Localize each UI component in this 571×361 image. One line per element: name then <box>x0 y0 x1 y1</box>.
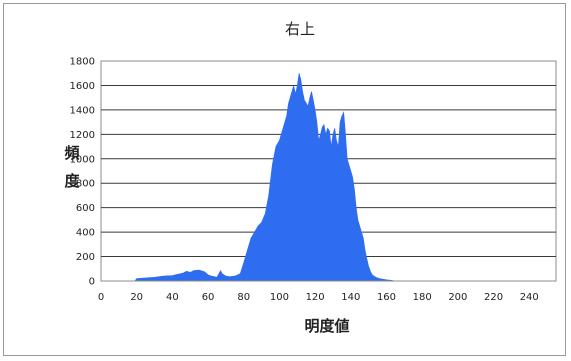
y-tick-label: 400 <box>76 228 95 239</box>
y-tick-label: 200 <box>76 252 95 263</box>
x-tick-label: 120 <box>306 292 325 303</box>
x-tick-label: 220 <box>484 292 503 303</box>
y-tick-label: 1400 <box>70 105 95 116</box>
x-tick-label: 180 <box>413 292 432 303</box>
x-tick-label: 200 <box>448 292 467 303</box>
y-tick-label: 1600 <box>70 81 95 92</box>
x-tick-label: 160 <box>377 292 396 303</box>
histogram-area <box>134 73 396 282</box>
histogram-marks <box>101 73 556 282</box>
x-tick-label: 240 <box>520 292 539 303</box>
x-tick-label: 20 <box>130 292 143 303</box>
y-tick-label: 1200 <box>70 130 95 141</box>
y-tick-label: 800 <box>76 179 95 190</box>
x-tick-label: 100 <box>270 292 289 303</box>
chart-title: 右上 <box>285 20 315 38</box>
y-axis-label-char-2: 度 <box>64 172 80 190</box>
x-tick-label: 0 <box>98 292 104 303</box>
x-axis-label: 明度値 <box>304 317 349 335</box>
y-axis-label-char-1: 頻 <box>64 144 79 162</box>
y-axis-ticks: 0 200 400 600 800 1000 1200 1400 1600 1800 <box>70 57 95 288</box>
x-axis-ticks: 0 20 40 60 80 100 120 140 160 180 200 220 240 <box>98 292 539 303</box>
y-tick-label: 1000 <box>70 154 95 165</box>
y-tick-label: 600 <box>76 203 95 214</box>
y-tick-label: 1800 <box>70 57 95 68</box>
x-tick-label: 40 <box>166 292 179 303</box>
x-tick-label: 140 <box>341 292 360 303</box>
y-tick-label: 0 <box>89 277 95 288</box>
x-tick-label: 60 <box>202 292 215 303</box>
x-tick-label: 80 <box>237 292 250 303</box>
